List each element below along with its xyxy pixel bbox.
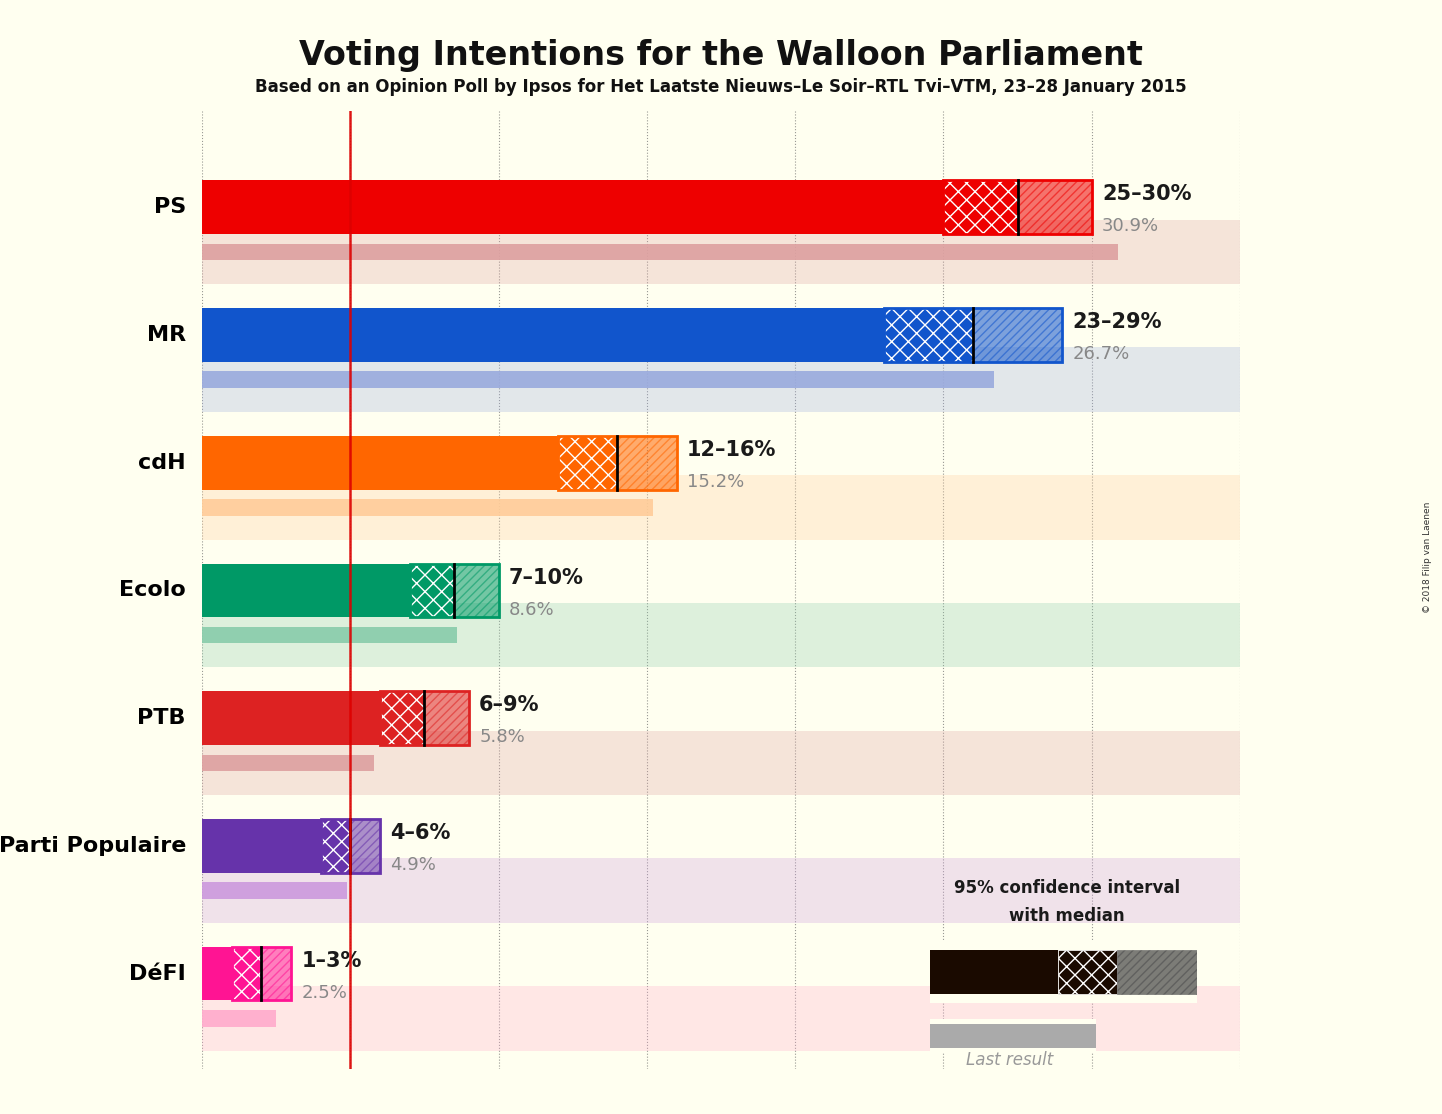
Bar [202,882,348,899]
Bar [202,244,1119,261]
Bar [202,219,1240,284]
Bar [202,603,1240,667]
Bar [1018,180,1092,234]
Bar [943,180,1092,234]
Bar [202,1010,275,1027]
Bar [202,371,994,388]
Bar [261,947,291,1000]
Bar [202,819,320,872]
Text: 1–3%: 1–3% [301,951,362,971]
Bar [930,1024,1096,1048]
Bar [410,564,454,617]
Bar [454,564,499,617]
Bar [202,348,1240,412]
Bar [320,819,379,872]
Bar [410,564,499,617]
Bar [202,499,653,516]
Bar [202,564,410,617]
Text: 30.9%: 30.9% [1102,217,1159,235]
Text: 23–29%: 23–29% [1073,312,1162,332]
Bar [202,986,1240,1051]
Text: with median: with median [1009,907,1125,925]
Bar [202,627,457,644]
Text: 12–16%: 12–16% [686,440,776,460]
Text: 4.9%: 4.9% [391,856,435,874]
Text: 8.6%: 8.6% [509,600,555,618]
Text: 2.5%: 2.5% [301,984,348,1001]
Text: 4–6%: 4–6% [391,823,450,843]
Text: 6–9%: 6–9% [479,695,539,715]
Bar [930,950,1058,994]
Bar [350,819,379,872]
Bar [202,436,558,489]
Bar [973,309,1063,362]
Bar [617,436,676,489]
Text: 95% confidence interval: 95% confidence interval [955,879,1180,897]
Bar [232,947,261,1000]
Bar [424,692,469,745]
Bar [1058,950,1116,994]
Bar [202,859,1240,922]
Text: Based on an Opinion Poll by Ipsos for Het Laatste Nieuws–Le Soir–RTL Tvi–VTM, 23: Based on an Opinion Poll by Ipsos for He… [255,78,1187,96]
Bar [379,692,469,745]
Bar [202,180,943,234]
Text: 15.2%: 15.2% [686,472,744,491]
Text: 5.8%: 5.8% [479,729,525,746]
Bar [202,731,1240,795]
Bar [202,476,1240,539]
Text: © 2018 Filip van Laenen: © 2018 Filip van Laenen [1423,501,1432,613]
Bar [1118,950,1197,994]
Text: 7–10%: 7–10% [509,568,584,588]
Bar [202,754,373,771]
Bar [202,309,884,362]
Bar [558,436,676,489]
Bar [884,309,1063,362]
Text: 26.7%: 26.7% [1073,345,1129,363]
Bar [202,692,379,745]
Bar [558,436,617,489]
Text: Last result: Last result [966,1052,1053,1069]
Bar [232,947,291,1000]
Bar [320,819,350,872]
Bar [884,309,973,362]
Bar [202,947,232,1000]
Bar [943,180,1018,234]
Text: Voting Intentions for the Walloon Parliament: Voting Intentions for the Walloon Parlia… [298,39,1144,72]
Bar [379,692,424,745]
Text: 25–30%: 25–30% [1102,185,1191,205]
